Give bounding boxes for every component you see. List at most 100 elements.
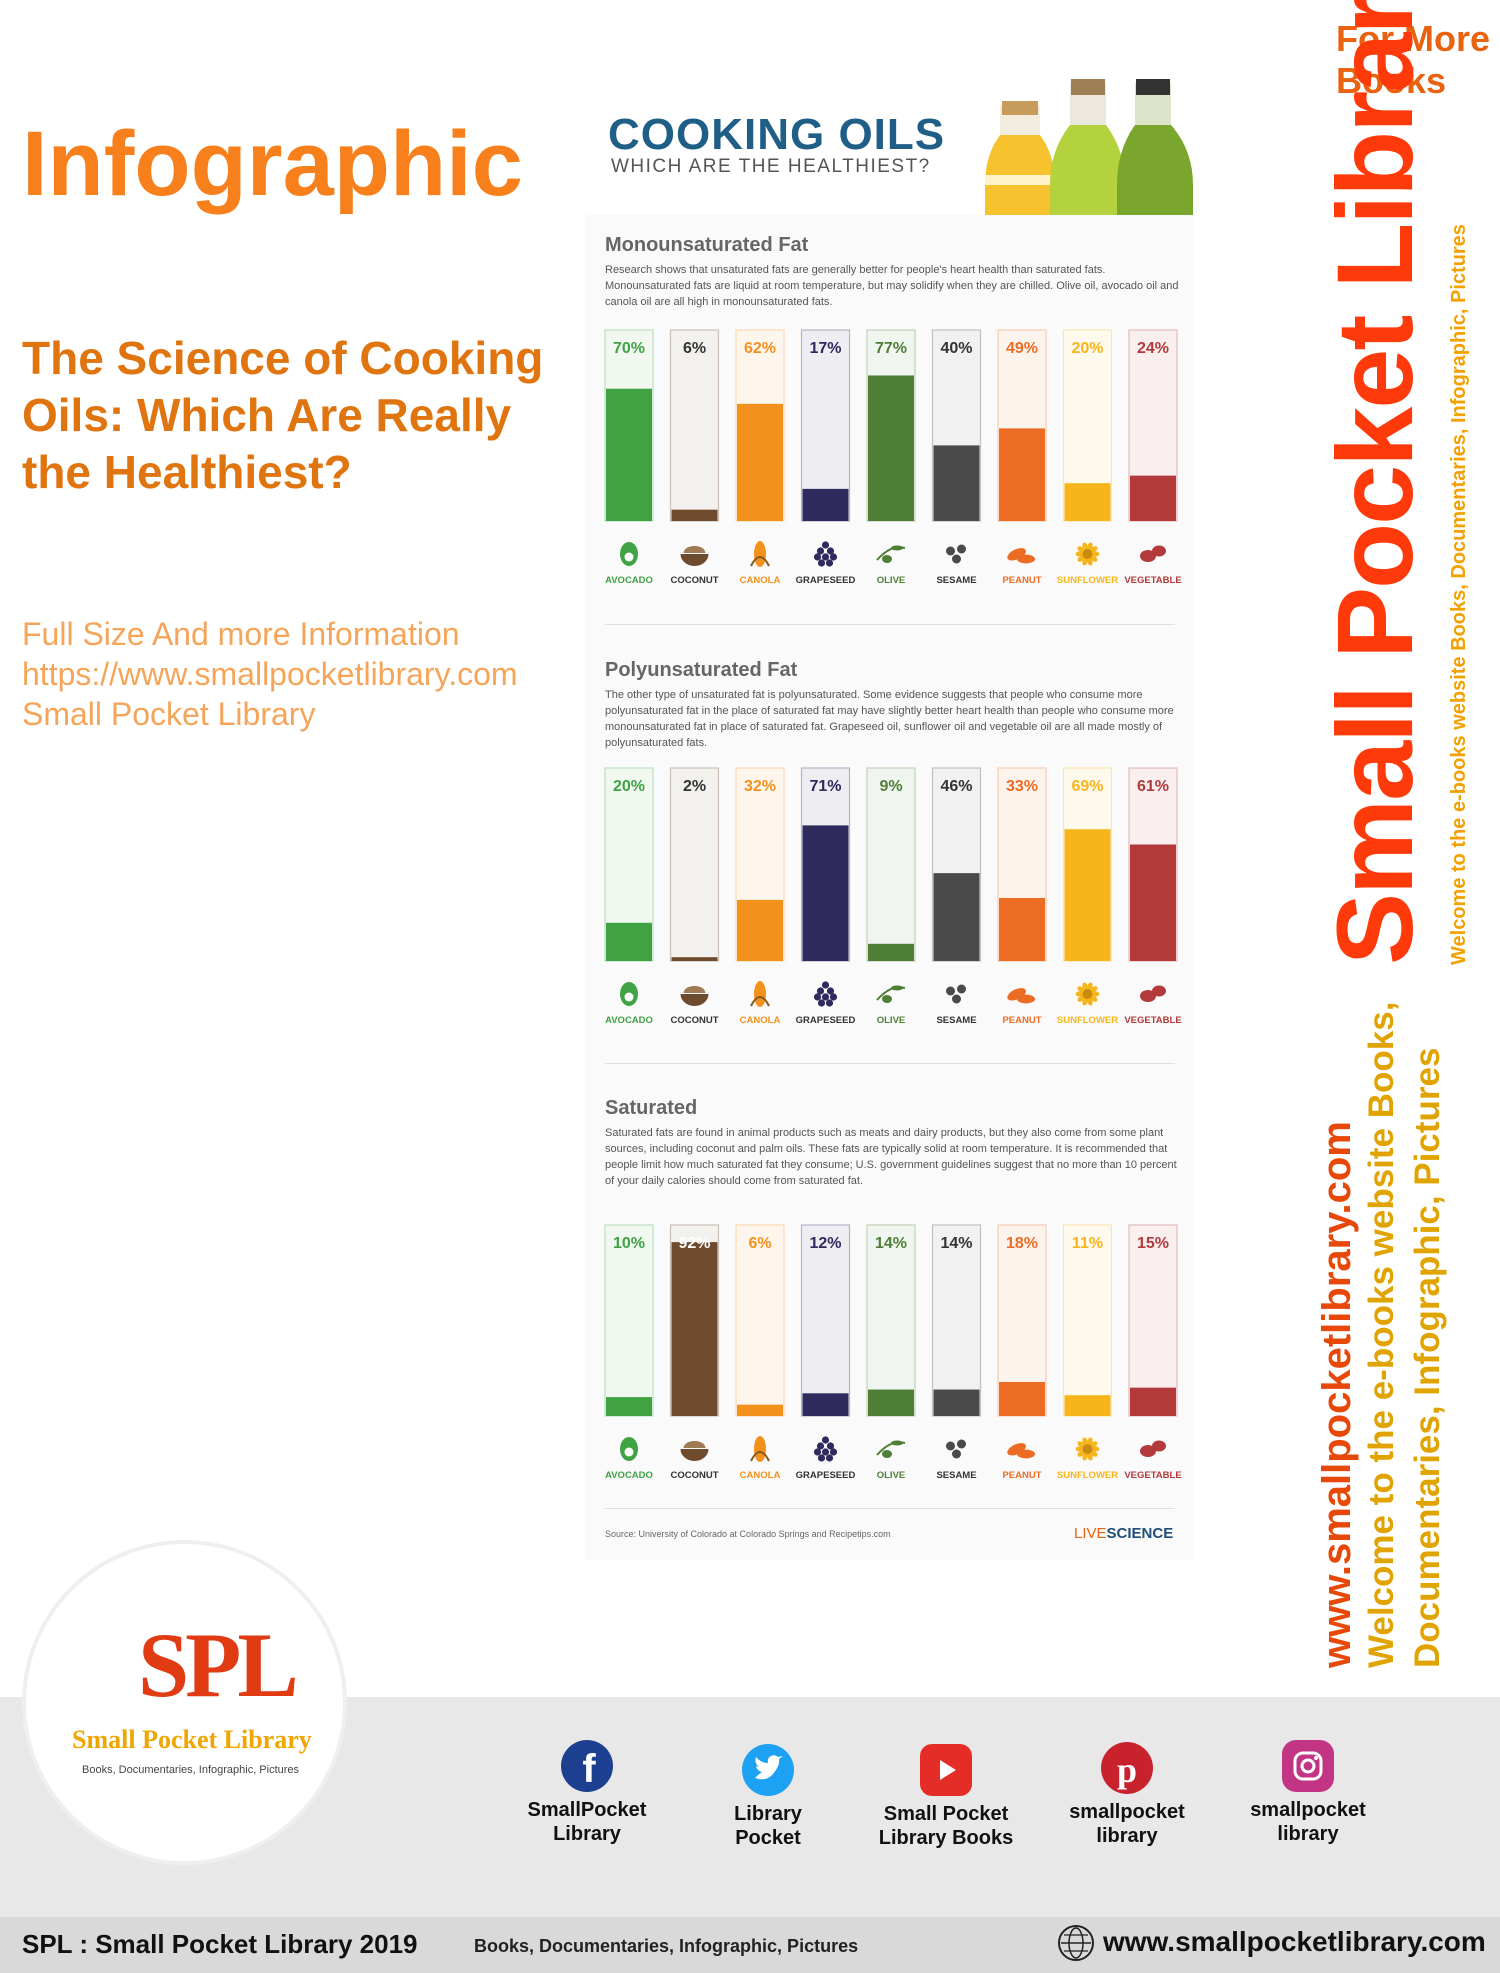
sunflower-icon (1082, 549, 1093, 559)
for-more-line-2: Books (1336, 60, 1447, 101)
bar-track-vegetable (1128, 1224, 1178, 1417)
category-label-avocado: AVOCADO (605, 1015, 653, 1026)
section-title-monounsaturated: Monounsaturated Fat (605, 234, 809, 256)
social-pinterest-line-2: library (1096, 1825, 1158, 1847)
instagram-icon[interactable] (1282, 1740, 1334, 1792)
sesame-icon (946, 986, 955, 996)
bar-value-label-sunflower: 11% (1072, 1235, 1103, 1252)
sunflower-icon-petal (1090, 986, 1098, 993)
bar-value-label-peanut: 33% (1006, 778, 1038, 795)
social-youtube-line-1: Small Pocket (883, 1803, 1009, 1825)
canola-icon-husk (750, 996, 770, 1007)
vegetable-icon (1140, 1445, 1156, 1457)
bar-grapeseed (802, 488, 849, 521)
bar-track-olive (866, 1224, 916, 1417)
sunflower-icon-petal (1087, 982, 1093, 991)
olive-icon-fruit (882, 1450, 892, 1458)
bar-peanut (999, 428, 1045, 521)
avocado-icon-seed (624, 992, 634, 1002)
bar-sesame (933, 445, 980, 521)
bar-value-label-canola: 62% (744, 340, 776, 357)
sunflower-icon-petal (1082, 1452, 1088, 1461)
social-youtube[interactable]: Small Pocket Library Books (861, 1744, 1031, 1850)
infographic-subtitle: WHICH ARE THE HEALTHIEST? (611, 156, 931, 177)
category-label-vegetable: VEGETABLE (1124, 1470, 1181, 1481)
twitter-icon[interactable] (742, 1744, 794, 1796)
sesame-icon (946, 1441, 955, 1451)
canola-icon (754, 1436, 766, 1462)
bar-coconut (671, 1242, 718, 1416)
grapeseed-icon-grape (825, 559, 834, 567)
bar-value-label-sesame: 46% (940, 778, 972, 795)
svg-text:p: p (1117, 1750, 1137, 1790)
avocado-icon-seed (624, 552, 634, 562)
infographic-title: COOKING OILS (608, 110, 946, 159)
footer-url-link[interactable]: www.smallpocketlibrary.com (1103, 1926, 1486, 1957)
sunflower-icon-petal (1082, 982, 1088, 991)
bar-value-label-olive: 77% (875, 340, 907, 357)
social-facebook[interactable]: f SmallPocket Library (502, 1740, 672, 1846)
social-instagram-line-1: smallpocket (1250, 1799, 1366, 1821)
sunflower-icon-petal (1090, 1441, 1098, 1448)
grapeseed-icon-grape (821, 1448, 830, 1456)
sesame-icon-seed (952, 554, 961, 564)
brand-tagline-vertical: Welcome to the e-books website Books, Do… (1448, 224, 1470, 965)
social-facebook-line-1: SmallPocket (527, 1799, 647, 1821)
grapeseed-icon-grape (829, 553, 838, 561)
category-label-coconut: COCONUT (670, 1470, 718, 1481)
bar-value-label-coconut: 2% (683, 778, 706, 795)
globe-icon (1058, 1925, 1094, 1961)
brand-url-vertical[interactable]: www.smallpocketlibrary.com (1315, 1121, 1359, 1668)
grapeseed-icon-grape (813, 1448, 822, 1456)
bar-value-label-peanut: 18% (1006, 1235, 1038, 1252)
grapeseed-icon-grape (826, 547, 835, 555)
bar-track-sesame (931, 1224, 982, 1417)
vegetable-icon-bean (1152, 985, 1166, 997)
info-line-3: Small Pocket Library (22, 696, 316, 732)
bar-grapeseed (802, 825, 849, 961)
grapeseed-icon-grape (821, 541, 830, 549)
category-label-peanut: PEANUT (1002, 1015, 1041, 1026)
category-label-vegetable: VEGETABLE (1124, 575, 1181, 586)
bar-value-label-sesame: 14% (940, 1235, 972, 1252)
logo-name: Small Pocket Library (72, 1725, 312, 1754)
facebook-icon[interactable]: f (561, 1740, 613, 1792)
category-label-coconut: COCONUT (670, 575, 718, 586)
section-divider (605, 1508, 1175, 1509)
sunflower-icon-petal (1077, 1450, 1085, 1457)
sunflower-icon-petal (1087, 1452, 1093, 1461)
category-label-grapeseed: GRAPESEED (796, 1470, 856, 1481)
info-url-link[interactable]: https://www.smallpocketlibrary.com (22, 656, 518, 692)
coconut-icon (680, 994, 709, 1006)
sunflower-icon-petal (1077, 986, 1085, 993)
category-label-sesame: SESAME (936, 575, 976, 586)
youtube-icon[interactable] (920, 1744, 972, 1796)
category-label-olive: OLIVE (877, 1470, 906, 1481)
social-instagram[interactable]: smallpocket library (1223, 1740, 1393, 1846)
bar-value-label-olive: 14% (875, 1235, 907, 1252)
bar-canola (737, 1404, 783, 1416)
canola-icon (754, 981, 766, 1007)
bar-value-label-peanut: 49% (1006, 340, 1038, 357)
bar-value-label-grapeseed: 12% (809, 1235, 841, 1252)
bar-value-label-sunflower: 69% (1071, 778, 1103, 795)
sunflower-icon-petal (1082, 997, 1088, 1006)
bar-canola (737, 899, 783, 961)
bar-avocado (606, 1397, 652, 1416)
brand-tagline-line-1: Welcome to the e-books website Books, (1362, 1001, 1401, 1668)
grapeseed-icon-grape (816, 547, 825, 555)
sunflower-icon-petal (1090, 546, 1098, 553)
bar-value-label-olive: 9% (879, 778, 902, 795)
social-pinterest[interactable]: p smallpocket library (1042, 1742, 1212, 1848)
sesame-icon-seed (957, 1439, 966, 1449)
livescience-science: SCIENCE (1106, 1525, 1174, 1542)
pinterest-icon[interactable]: p (1101, 1742, 1153, 1794)
social-twitter[interactable]: Library Pocket (683, 1744, 853, 1850)
peanut-icon-nut (1017, 994, 1035, 1004)
grapeseed-icon-grape (817, 999, 826, 1007)
sunflower-icon-petal (1075, 1446, 1084, 1452)
bar-value-label-coconut: 6% (683, 340, 706, 357)
bar-track-grapeseed (800, 1224, 851, 1417)
olive-icon-fruit (882, 555, 892, 563)
brand-name-vertical: Small Pocket Library (1314, 0, 1435, 965)
